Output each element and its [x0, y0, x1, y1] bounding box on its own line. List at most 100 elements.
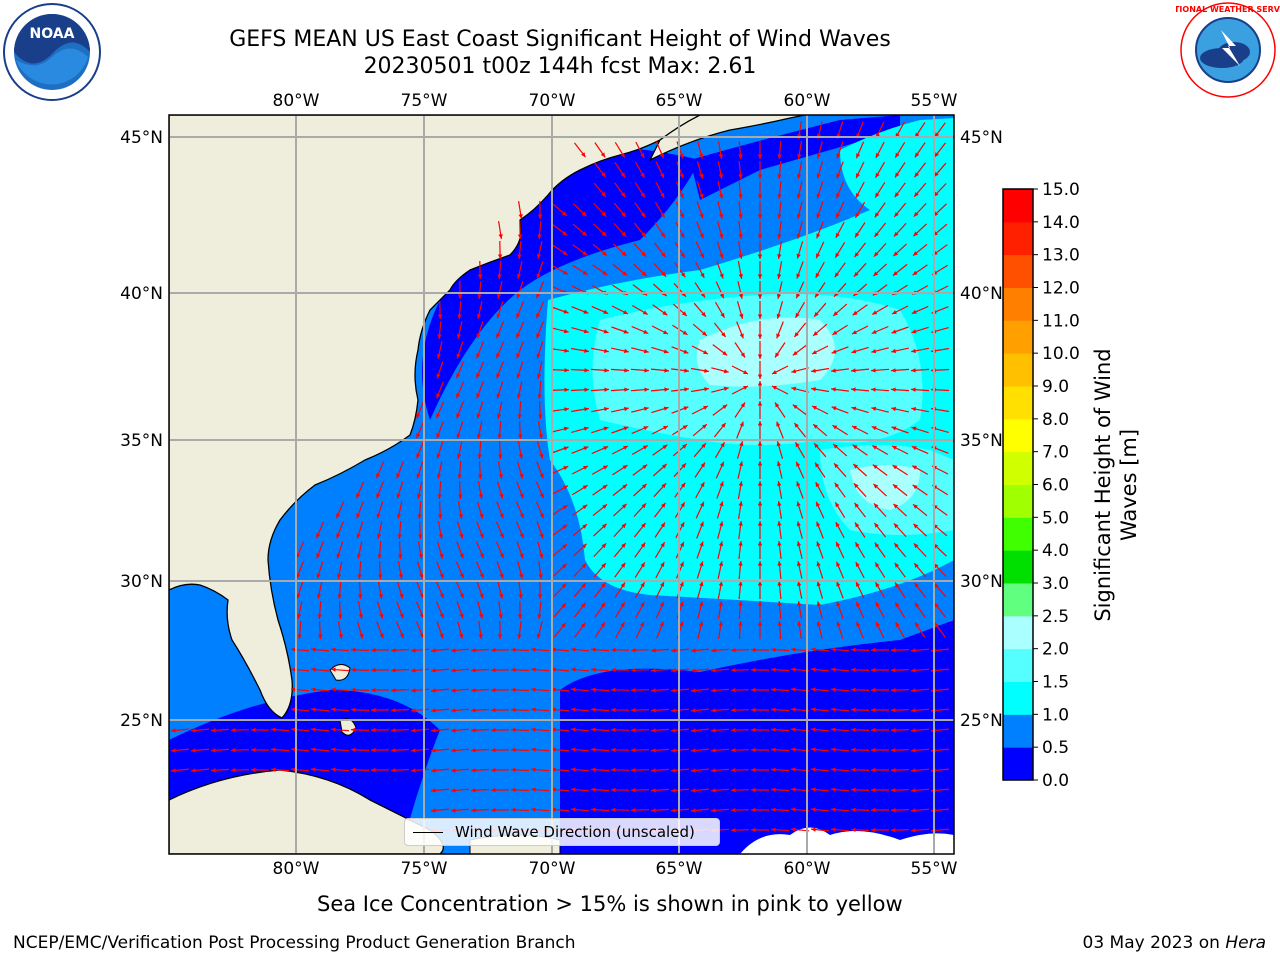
- wave-arrow-head: [511, 747, 516, 752]
- wave-arrow-head: [738, 214, 743, 219]
- wave-arrow-head: [680, 252, 685, 258]
- wave-arrow-head: [536, 293, 541, 299]
- wave-arrow-head: [519, 573, 524, 579]
- wave-arrow-head: [497, 634, 503, 639]
- wave-arrow-head: [436, 353, 442, 359]
- wave-arrow-head: [519, 513, 524, 519]
- wave-arrow-head: [740, 402, 745, 408]
- wave-arrow-head: [499, 593, 504, 599]
- wave-arrow-head: [855, 193, 860, 198]
- wave-arrow-head: [516, 373, 521, 379]
- wave-arrow-head: [719, 273, 724, 279]
- wave-arrow-head: [831, 827, 836, 832]
- wave-arrow-head: [796, 253, 801, 259]
- wave-arrow-head: [791, 827, 796, 832]
- wave-arrow-head: [851, 687, 856, 692]
- wave-arrow-head: [811, 647, 816, 652]
- wave-arrow-head: [875, 562, 880, 568]
- wave-arrow-head: [562, 211, 567, 216]
- wave-arrow-head: [537, 234, 542, 239]
- colorbar-swatch: [1003, 747, 1033, 781]
- wave-arrow-head: [816, 521, 821, 527]
- wave-arrow-head: [874, 542, 880, 548]
- wave-arrow-head: [459, 613, 464, 619]
- wave-arrow-head: [757, 354, 763, 359]
- nws-logo: NATIONAL WEATHER SERVICE: [1176, 2, 1280, 98]
- wave-arrow-head: [704, 387, 709, 392]
- wave-arrow-head: [777, 481, 782, 486]
- wave-arrow-head: [871, 687, 876, 693]
- wave-arrow-head: [498, 614, 503, 619]
- wave-arrow-head: [491, 727, 496, 733]
- wave-arrow-head: [834, 463, 839, 469]
- wave-arrow-head: [691, 768, 696, 773]
- wave-arrow-head: [816, 581, 821, 587]
- colorbar-tick-label: 13.0: [1042, 246, 1080, 266]
- wave-arrow-head: [873, 503, 879, 509]
- wave-arrow-head: [582, 485, 588, 490]
- wave-arrow-head: [856, 621, 861, 627]
- wave-arrow-head: [871, 827, 876, 833]
- wave-arrow-head: [511, 807, 516, 812]
- wave-arrow-head: [531, 707, 536, 712]
- wave-arrow-head: [797, 621, 802, 626]
- wave-arrow-head: [271, 747, 276, 752]
- wave-arrow-head: [631, 808, 636, 813]
- wave-arrow-head: [852, 426, 857, 430]
- wave-arrow-head: [811, 787, 816, 792]
- wave-arrow-head: [499, 573, 504, 579]
- wave-arrow-head: [739, 441, 744, 447]
- wave-arrow-head: [796, 273, 801, 279]
- wave-arrow-head: [531, 747, 536, 752]
- wave-arrow-head: [719, 293, 724, 299]
- wave-arrow-head: [777, 581, 782, 586]
- wave-arrow-head: [660, 542, 665, 548]
- wave-arrow-head: [551, 807, 556, 812]
- wave-arrow-head: [291, 727, 296, 732]
- lon-label-top: 65°W: [656, 91, 703, 111]
- colorbar-tick-label: 4.0: [1042, 541, 1069, 561]
- wave-arrow-head: [757, 461, 763, 466]
- wave-arrow-head: [719, 253, 724, 259]
- wave-arrow-head: [680, 272, 686, 278]
- wave-arrow-head: [743, 370, 748, 374]
- wave-arrow-head: [791, 747, 796, 752]
- wave-arrow-head: [471, 708, 476, 713]
- wave-arrow-head: [871, 807, 876, 813]
- wave-arrow-head: [391, 748, 396, 753]
- wave-arrow-head: [316, 573, 321, 579]
- wave-arrow-head: [491, 687, 496, 693]
- wave-arrow-head: [831, 687, 836, 692]
- wave-arrow-head: [683, 406, 689, 411]
- wave-arrow-head: [699, 213, 704, 219]
- wave-arrow-head: [291, 767, 296, 772]
- wave-arrow-head: [651, 808, 656, 813]
- wave-arrow-head: [539, 553, 544, 559]
- wave-arrow-head: [911, 426, 917, 431]
- wave-direction-arrows: [170, 121, 950, 833]
- wave-arrow-head: [699, 541, 704, 547]
- wave-arrow-head: [682, 311, 687, 316]
- wave-arrow-head: [720, 312, 725, 318]
- wave-arrow-head: [911, 446, 917, 451]
- wave-arrow-head: [664, 368, 669, 373]
- wave-arrow-head: [718, 621, 723, 626]
- wave-arrow-head: [739, 421, 744, 427]
- wave-arrow-head: [611, 807, 616, 813]
- wave-arrow-head: [351, 727, 356, 732]
- wave-arrow-head: [459, 533, 464, 539]
- wave-arrow-head: [571, 687, 576, 692]
- wave-arrow-head: [834, 482, 840, 488]
- colorbar: [1002, 188, 1034, 781]
- wave-arrow-head: [891, 406, 897, 412]
- wave-arrow-head: [398, 574, 403, 579]
- wave-arrow-head: [816, 253, 821, 259]
- wave-arrow-head: [772, 386, 777, 390]
- wave-arrow-head: [437, 314, 443, 319]
- wave-arrow-head: [331, 667, 336, 672]
- wave-arrow-head: [436, 393, 441, 399]
- map-frame: [168, 114, 955, 855]
- wave-arrow-head: [671, 728, 676, 733]
- wave-arrow-head: [833, 444, 838, 449]
- wave-arrow-head: [499, 513, 504, 519]
